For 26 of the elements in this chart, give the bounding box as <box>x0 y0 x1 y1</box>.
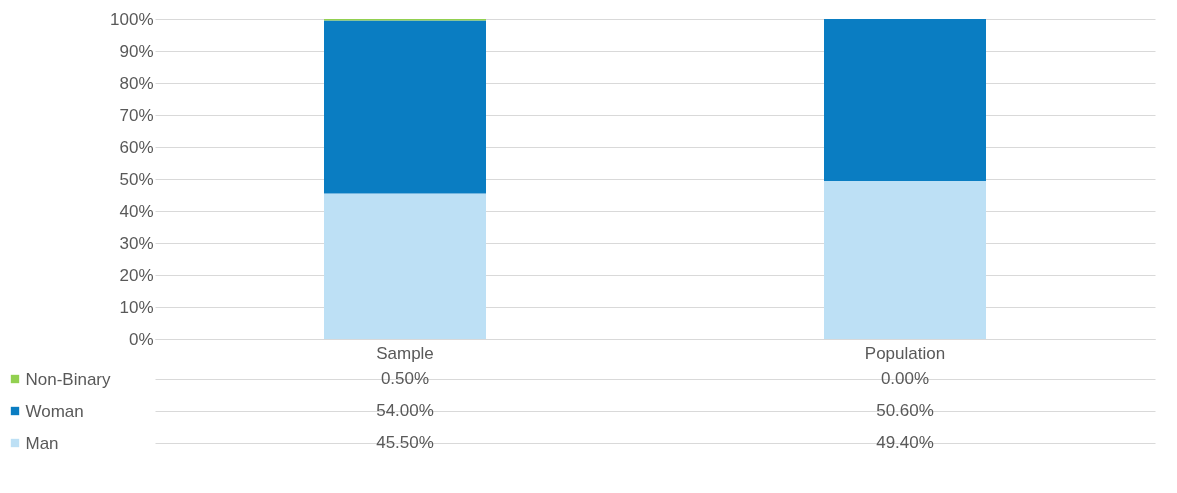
legend-label: Woman <box>25 401 84 421</box>
y-tick-label: 0% <box>128 329 154 349</box>
x-tick-label: Sample <box>376 343 434 363</box>
data-label: 50.60% <box>876 401 934 420</box>
y-tick-label: 20% <box>119 265 154 285</box>
legend-label: Man <box>25 433 59 453</box>
y-tick-label: 100% <box>110 9 154 29</box>
y-tick-label: 40% <box>119 201 154 221</box>
data-label: 49.40% <box>876 433 934 452</box>
bar <box>324 193 486 339</box>
x-tick-label: Population <box>864 343 946 363</box>
data-label: 45.50% <box>376 433 434 452</box>
data-label: 0.00% <box>880 369 930 388</box>
bar <box>824 180 986 339</box>
y-tick-label: 80% <box>119 73 154 93</box>
data-label: 0.50% <box>380 369 430 388</box>
data-label: 54.00% <box>376 401 434 420</box>
y-tick-label: 30% <box>119 233 154 253</box>
bar <box>824 19 986 181</box>
legend-label: Non-Binary <box>25 369 112 389</box>
y-tick-label: 60% <box>119 137 154 157</box>
y-tick-label: 50% <box>119 169 154 189</box>
y-tick-label: 70% <box>119 105 154 125</box>
bar <box>324 20 486 194</box>
y-tick-label: 90% <box>119 41 154 61</box>
y-tick-label: 10% <box>119 297 154 317</box>
